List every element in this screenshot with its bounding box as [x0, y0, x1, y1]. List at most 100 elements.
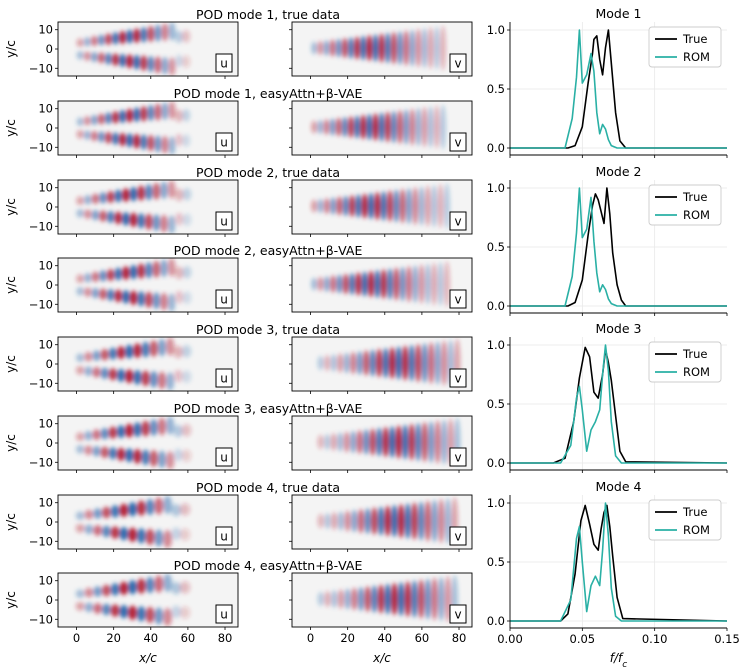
field-blob — [337, 432, 344, 452]
field-blob — [317, 199, 324, 214]
field-label-box — [215, 289, 233, 309]
field-blob — [83, 194, 92, 205]
field-blob — [99, 270, 108, 282]
field-blob — [311, 41, 318, 55]
field-blobs — [317, 338, 461, 388]
field-blob — [133, 369, 142, 385]
series-line-rom — [510, 29, 727, 149]
field-blob — [405, 265, 413, 303]
field-blob — [323, 119, 330, 135]
field-blob — [427, 421, 435, 463]
field-blob — [421, 422, 428, 463]
field-blob — [76, 353, 85, 363]
legend-label-true: True — [682, 505, 707, 519]
field-blob — [75, 523, 85, 533]
field-blob — [128, 580, 138, 595]
field-blob — [362, 429, 370, 455]
field-blob — [330, 512, 338, 530]
field-blob — [341, 37, 348, 59]
field-label: u — [220, 530, 228, 544]
series-line-true — [510, 187, 727, 307]
field-blob — [119, 581, 129, 596]
field-blob — [84, 602, 94, 613]
field-blobs — [317, 417, 461, 467]
field-label: v — [454, 215, 461, 229]
field-blob — [317, 41, 324, 56]
field-blob — [174, 212, 184, 226]
field-blob — [317, 355, 325, 371]
field-blob — [149, 340, 158, 357]
field-blob — [114, 267, 123, 281]
field-blob — [382, 347, 389, 379]
field-y-axis-label: y/c — [4, 591, 18, 609]
field-panel-v: v — [289, 21, 473, 79]
field-blob — [344, 588, 352, 610]
field-blob — [437, 184, 444, 229]
field-blob — [430, 184, 438, 228]
field-blob — [329, 118, 336, 136]
field-blob — [128, 605, 138, 620]
field-blob — [144, 262, 153, 279]
field-blob — [125, 29, 134, 44]
field-panel-v: v — [289, 100, 473, 158]
field-x-axis-label: x/c — [372, 651, 391, 665]
field-label: u — [220, 215, 228, 229]
field-blob — [393, 189, 400, 223]
field-y-tick-label: 0 — [46, 200, 53, 214]
field-blob — [97, 52, 106, 64]
field-panel-u: 10 0 −10 u — [29, 257, 239, 315]
field-blob — [403, 30, 410, 66]
field-blob — [152, 182, 161, 200]
field-blob — [75, 511, 85, 521]
field-x-tick-label: 40 — [143, 631, 158, 645]
field-blob — [181, 424, 192, 437]
field-blob — [140, 134, 148, 150]
field-blob — [405, 187, 413, 225]
field-blob — [347, 37, 355, 59]
y-tick-label: 0.0 — [487, 299, 505, 313]
field-blob — [160, 214, 168, 233]
field-blob — [147, 134, 155, 152]
field-blob — [92, 367, 101, 378]
field-label-box — [449, 447, 467, 467]
field-blob — [168, 136, 176, 155]
field-blob — [324, 434, 331, 450]
field-row-title: POD mode 3, easyAttn+β-VAE — [174, 401, 363, 416]
field-blob — [168, 22, 176, 41]
field-blobs — [76, 416, 192, 470]
field-label: u — [220, 608, 228, 622]
field-blob — [152, 260, 161, 278]
field-y-tick-label: −10 — [29, 297, 53, 311]
field-blob — [108, 368, 118, 381]
field-blob — [106, 211, 115, 224]
field-y-tick-label: 0 — [46, 593, 53, 607]
field-blob — [121, 188, 130, 202]
field-label: u — [220, 451, 228, 465]
field-label-box — [215, 604, 233, 624]
field-blob — [317, 591, 325, 607]
field-y-tick-label: 0 — [46, 121, 53, 135]
field-blob — [76, 444, 85, 454]
field-blob — [83, 209, 92, 220]
field-blob — [154, 607, 164, 625]
field-blob — [443, 261, 450, 307]
field-blob — [76, 196, 85, 206]
field-label: u — [220, 136, 228, 150]
field-blob — [173, 448, 184, 462]
field-row-title: POD mode 1, true data — [196, 7, 340, 22]
series-line-rom — [510, 187, 727, 307]
field-blob — [111, 111, 120, 124]
field-blob — [360, 114, 367, 140]
field-blob — [160, 292, 168, 311]
field-blob — [90, 35, 99, 47]
field-blob — [101, 506, 111, 519]
field-row: POD mode 1, true data 10 0 −10 u v y/c — [4, 7, 473, 79]
field-panel-u: 10 0 −10 u — [29, 336, 239, 394]
field-blobs — [76, 101, 191, 155]
field-panel-u: 10 0 −10 u — [29, 179, 239, 237]
field-blob — [371, 507, 378, 535]
field-blob — [434, 341, 441, 385]
field-blob — [388, 426, 396, 459]
field-blob — [141, 420, 150, 437]
field-blob — [179, 503, 191, 516]
